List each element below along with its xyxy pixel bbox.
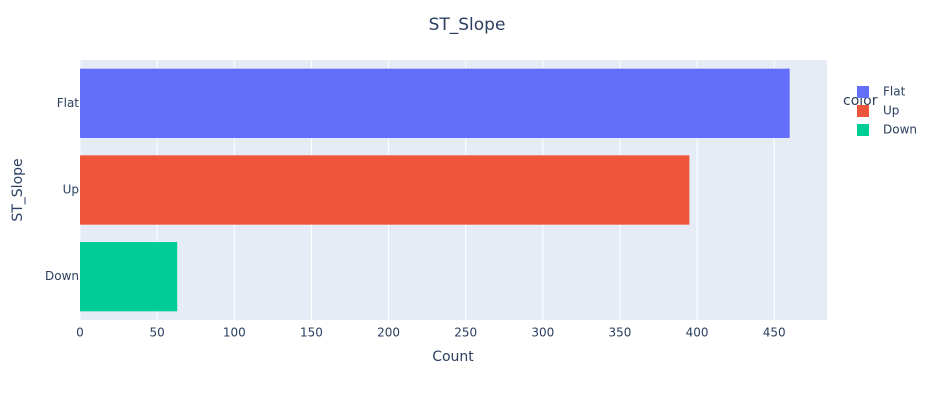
legend-label[interactable]: Down: [883, 123, 917, 137]
y-tick-label: Down: [45, 269, 79, 283]
x-tick-label: 350: [609, 326, 632, 340]
x-tick-label: 300: [531, 326, 554, 340]
legend-swatch[interactable]: [857, 86, 869, 98]
x-tick-label: 150: [300, 326, 323, 340]
legend-label[interactable]: Flat: [883, 85, 906, 99]
x-tick-label: 200: [377, 326, 400, 340]
x-axis-label: Count: [432, 349, 474, 365]
x-tick-label: 400: [686, 326, 709, 340]
legend-title: color: [843, 93, 878, 109]
x-tick-label: 100: [223, 326, 246, 340]
y-axis-label: ST_Slope: [10, 158, 26, 221]
legend-swatch[interactable]: [857, 124, 869, 136]
x-tick-label: 450: [763, 326, 786, 340]
x-tick-label: 250: [454, 326, 477, 340]
x-tick-label: 50: [149, 326, 164, 340]
legend-label[interactable]: Up: [883, 104, 899, 118]
bar: [80, 242, 178, 312]
y-tick-label: Flat: [57, 96, 80, 110]
x-tick-label: 0: [76, 326, 84, 340]
legend-swatch[interactable]: [857, 105, 869, 117]
y-tick-label: Up: [63, 183, 79, 197]
chart-title: ST_Slope: [429, 15, 506, 35]
bar: [80, 155, 690, 225]
bar: [80, 68, 790, 138]
